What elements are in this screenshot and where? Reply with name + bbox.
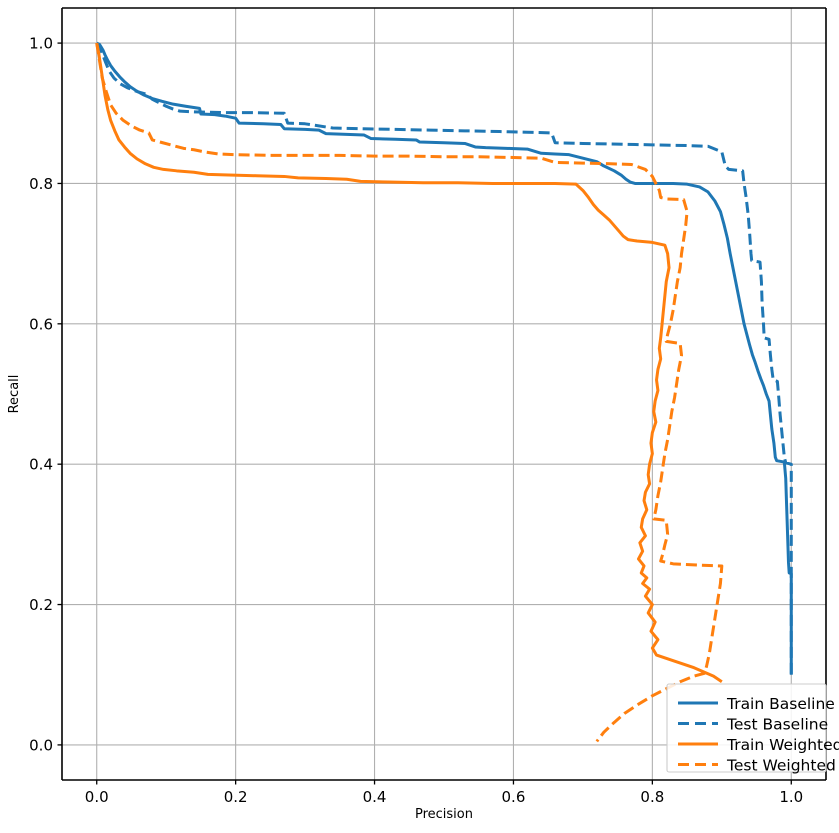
data-series-group — [95, 41, 793, 743]
y-tick-label: 0.4 — [29, 456, 53, 474]
series-line-test-weighted — [95, 42, 724, 743]
legend-label-train-baseline: Train Baseline — [726, 695, 835, 713]
x-tick-label: 1.0 — [779, 788, 803, 806]
x-tick-label: 0.6 — [502, 788, 526, 806]
axes-spines — [61, 7, 827, 781]
x-tick-label: 0.4 — [363, 788, 387, 806]
x-tick-label: 0.0 — [85, 788, 109, 806]
y-tick-group: 0.0 0.2 0.4 0.6 0.8 1.0 — [29, 35, 62, 754]
axes-background — [62, 8, 826, 780]
legend-background — [666, 683, 827, 773]
y-tick-label: 0.8 — [29, 175, 53, 193]
y-tick-label: 1.0 — [29, 35, 53, 53]
series-line-train-weighted — [95, 42, 723, 683]
legend-label-train-weighted: Train Weighted — [726, 736, 839, 754]
legend-label-test-weighted: Test Weighted — [726, 757, 836, 775]
legend-label-test-baseline: Test Baseline — [726, 716, 828, 734]
y-tick-label: 0.6 — [29, 315, 53, 333]
y-tick-label: 0.0 — [29, 736, 53, 754]
series-line-test-baseline — [95, 42, 793, 675]
chart-legend[interactable]: Train Baseline Test Baseline Train Weighte… — [666, 683, 839, 775]
x-axis-label: Precision — [415, 807, 473, 822]
y-axis-label: Recall — [7, 375, 22, 414]
x-tick-label: 0.8 — [640, 788, 664, 806]
x-tick-group: 0.0 0.2 0.4 0.6 0.8 1.0 — [85, 780, 803, 806]
series-line-train-baseline — [96, 41, 793, 675]
x-tick-label: 0.2 — [224, 788, 248, 806]
y-tick-label: 0.2 — [29, 596, 53, 614]
